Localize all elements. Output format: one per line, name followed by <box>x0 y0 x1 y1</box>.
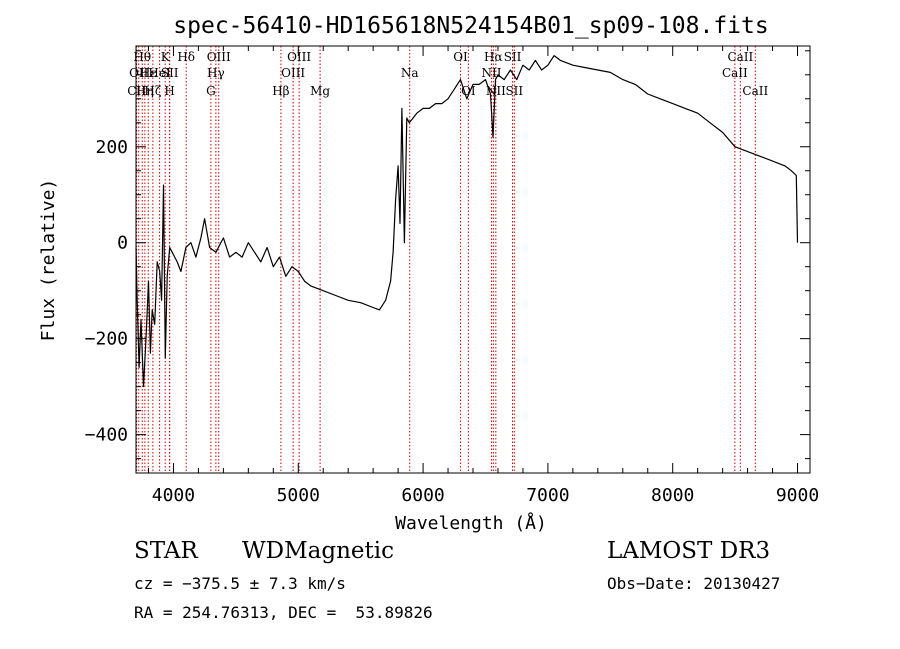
line-marker-label: OIII <box>281 66 305 80</box>
chart-title: spec-56410-HD165618N524154B01_sp09-108.f… <box>173 13 768 39</box>
line-marker-label: Na <box>401 66 419 80</box>
line-marker-label: Hβ <box>272 84 289 98</box>
line-marker-label: OII <box>129 66 149 80</box>
x-tick-label: 8000 <box>651 485 694 506</box>
line-marker-label: G <box>206 84 216 98</box>
line-marker-label: OIII <box>207 50 231 64</box>
line-marker-label: CaII <box>742 84 768 98</box>
line-marker-label: HeI <box>148 66 171 80</box>
x-tick-label: 6000 <box>401 485 444 506</box>
object-subclass: WDMagnetic <box>242 538 394 564</box>
line-marker-label: NII <box>481 66 501 80</box>
line-marker-labels: CII OII Hθ Hη Hε Hζ HeI K H SII Hδ G Hγ OIII Hβ OIII OII… <box>127 50 768 98</box>
y-tick-label: −200 <box>85 329 128 350</box>
line-marker-label: Hη <box>136 84 154 98</box>
line-marker-group <box>136 46 756 473</box>
line-marker-label: OI <box>453 50 468 64</box>
coordinates-readout: RA = 254.76313, DEC = 53.89826 <box>134 603 433 622</box>
line-marker-label: Hδ <box>177 50 195 64</box>
x-tick-label: 4000 <box>152 485 195 506</box>
y-tick-labels: −400 −200 0 200 <box>85 137 128 446</box>
line-marker-label: Hε <box>140 66 157 80</box>
obs-date: Obs−Date: 20130427 <box>607 574 781 593</box>
survey-name: LAMOST DR3 <box>607 538 771 564</box>
line-marker-label: Hθ <box>133 50 151 64</box>
y-tick-label: −400 <box>85 425 128 446</box>
line-marker-label: CaII <box>727 50 753 64</box>
line-marker-label: SII <box>504 50 522 64</box>
y-tick-label: 0 <box>117 233 128 254</box>
axis-ticks <box>136 46 810 473</box>
y-axis-label: Flux (relative) <box>38 179 59 342</box>
x-tick-labels: 4000 5000 6000 7000 8000 9000 <box>152 485 819 506</box>
line-marker-label: CaII <box>722 66 748 80</box>
line-marker-label: Mg <box>310 84 330 98</box>
line-marker-label: SII <box>505 84 523 98</box>
line-marker-label: Hζ <box>144 84 161 98</box>
spectrum-line <box>135 55 799 388</box>
x-tick-label: 7000 <box>526 485 569 506</box>
redshift-readout: cz = −375.5 ± 7.3 km/s <box>134 574 346 593</box>
line-marker-label: SII <box>161 66 179 80</box>
line-marker-label: H <box>164 84 174 98</box>
x-axis-label: Wavelength (Å) <box>395 512 547 534</box>
x-tick-label: 5000 <box>277 485 320 506</box>
y-tick-label: 200 <box>95 137 128 158</box>
line-marker-label: Hα <box>484 50 503 64</box>
line-marker-label: Hγ <box>207 66 225 80</box>
line-marker-label: CII <box>127 84 146 98</box>
plot-frame <box>135 45 811 474</box>
x-tick-label: 9000 <box>776 485 819 506</box>
line-marker-label: OIII <box>287 50 311 64</box>
object-class: STAR <box>134 538 198 564</box>
line-marker-label: K <box>161 50 171 64</box>
